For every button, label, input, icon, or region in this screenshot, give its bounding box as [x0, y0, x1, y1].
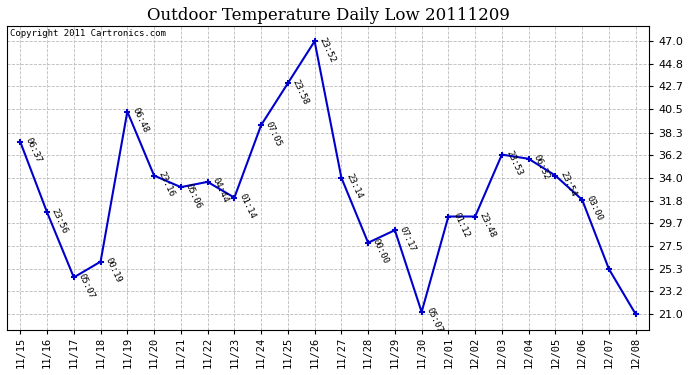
Text: 06:32: 06:32 — [531, 153, 551, 182]
Text: 04:44: 04:44 — [210, 176, 230, 204]
Text: 23:16: 23:16 — [157, 170, 177, 198]
Text: 00:00: 00:00 — [371, 237, 391, 266]
Text: 05:06: 05:06 — [184, 182, 203, 210]
Text: 05:07: 05:07 — [424, 306, 444, 334]
Text: Copyright 2011 Cartronics.com: Copyright 2011 Cartronics.com — [10, 28, 166, 38]
Text: 03:00: 03:00 — [585, 194, 604, 222]
Text: 06:48: 06:48 — [130, 106, 150, 134]
Text: 05:07: 05:07 — [77, 272, 96, 300]
Text: 23:48: 23:48 — [478, 211, 497, 239]
Text: 06:37: 06:37 — [23, 136, 43, 165]
Text: 23:53: 23:53 — [504, 149, 524, 177]
Text: 23:58: 23:58 — [290, 78, 310, 106]
Title: Outdoor Temperature Daily Low 20111209: Outdoor Temperature Daily Low 20111209 — [146, 7, 509, 24]
Text: 23:14: 23:14 — [344, 172, 364, 200]
Text: 01:12: 01:12 — [451, 211, 471, 239]
Text: 23:52: 23:52 — [317, 36, 337, 64]
Text: 01:14: 01:14 — [237, 192, 257, 220]
Text: 00:19: 00:19 — [104, 256, 123, 284]
Text: 07:05: 07:05 — [264, 120, 284, 148]
Text: 23:54: 23:54 — [558, 170, 578, 198]
Text: 23:56: 23:56 — [50, 207, 70, 235]
Text: 07:17: 07:17 — [397, 225, 417, 253]
